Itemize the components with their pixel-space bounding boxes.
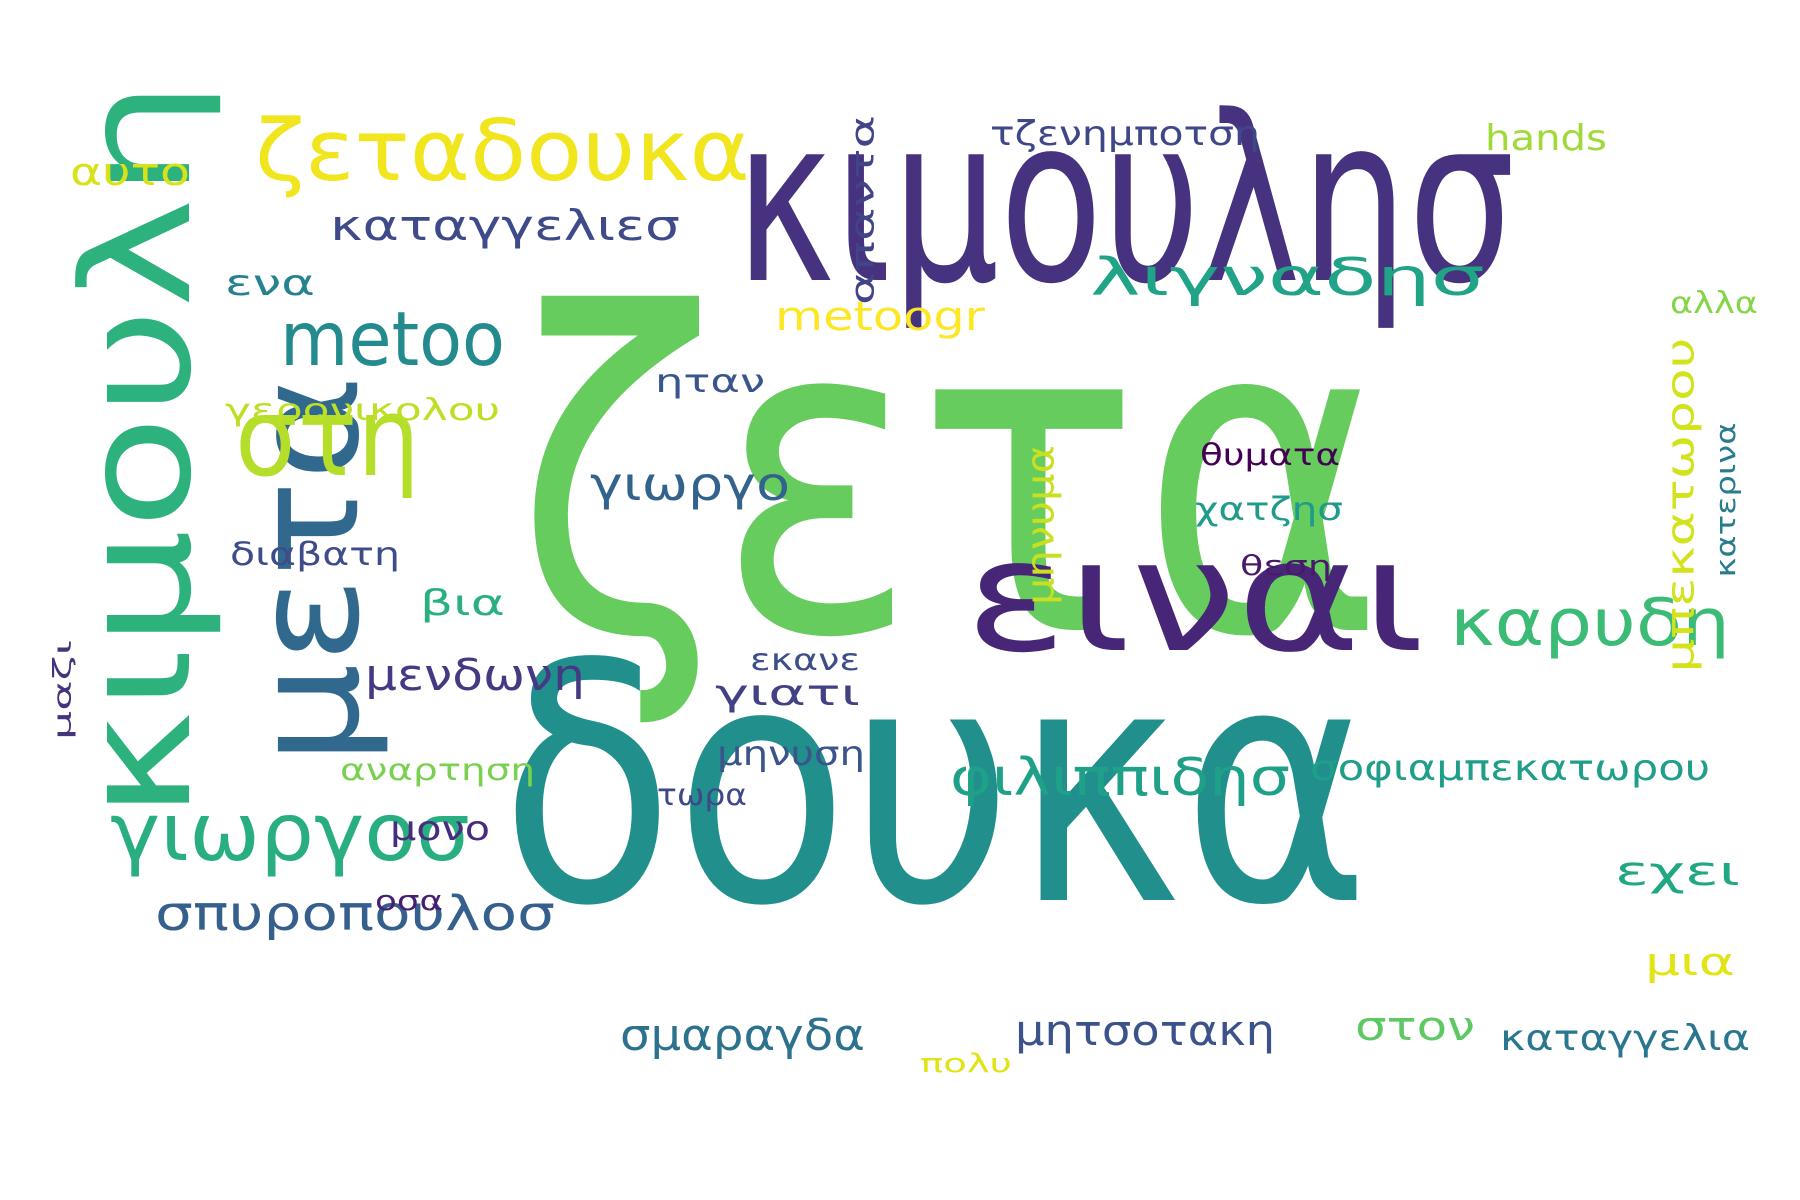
word-cloud-word: εχει	[1615, 849, 1740, 895]
word-cloud-word: ηταν	[655, 362, 765, 400]
word-cloud-word: μητσοτακη	[1015, 1006, 1275, 1055]
word-cloud-word: στη	[235, 373, 420, 501]
word-cloud-word: οσα	[375, 884, 443, 917]
word-cloud-word: δουκα	[500, 594, 1370, 978]
word-cloud-word: γιωργο	[590, 457, 790, 511]
word-cloud-word: μηνυση	[717, 734, 865, 774]
word-cloud-word: τζενημποτση	[990, 114, 1260, 154]
word-cloud-word: καταγγελιεσ	[330, 201, 680, 250]
word-cloud-word: ζεταδουκα	[255, 102, 750, 201]
word-cloud-word: γιατι	[715, 673, 860, 714]
word-cloud-word: καταγγελια	[1500, 1018, 1750, 1059]
word-cloud-word: κιμουλη	[51, 80, 225, 820]
word-cloud-word: σοφιαμπεκατωρου	[1310, 748, 1710, 789]
word-cloud-word: γιωργοσ	[110, 786, 470, 879]
word-cloud-word: metoo	[280, 295, 505, 383]
word-cloud-word: κατερινα	[1709, 423, 1742, 578]
word-cloud-word: εκανε	[750, 643, 860, 678]
word-cloud-word: βια	[420, 583, 505, 624]
word-cloud-word: θυματα	[1200, 438, 1340, 473]
word-cloud-word: μια	[1645, 940, 1735, 984]
word-cloud-word: χατζησ	[1195, 490, 1343, 528]
word-cloud-word: θεση	[1240, 549, 1332, 582]
word-cloud-word: μηνυμα	[1019, 445, 1063, 605]
word-cloud-word: καρυδη	[1450, 586, 1730, 661]
word-cloud-word: μπεκατωρου	[1659, 338, 1703, 673]
word-cloud-word: ειναι	[965, 506, 1425, 687]
word-cloud-word: μαζι	[49, 640, 77, 740]
word-cloud-word: μονο	[390, 809, 490, 849]
word-cloud-word: διαβατη	[230, 535, 400, 573]
word-cloud-word: λιγναδησ	[1090, 248, 1485, 308]
word-cloud-word: γερονικολου	[225, 393, 500, 428]
word-cloud-word: φιλιππιδησ	[950, 748, 1290, 808]
word-cloud-word: απαντα	[844, 115, 882, 305]
word-cloud-word: πολυ	[920, 1049, 1012, 1079]
word-cloud-word: τωρα	[657, 778, 747, 813]
word-cloud-word: μετα	[223, 375, 392, 765]
word-cloud-word: αλλα	[1670, 286, 1758, 321]
word-cloud-word: hands	[1485, 118, 1607, 159]
word-cloud-word: σμαραγδα	[620, 1010, 865, 1061]
word-cloud-word: σπυροπουλοσ	[155, 886, 555, 942]
word-cloud-word: ενα	[225, 263, 315, 304]
word-cloud-word: κιμουλησ	[735, 68, 1515, 335]
word-cloud-word: αυτο	[70, 150, 190, 194]
word-cloud-word: μενδωνη	[365, 650, 585, 701]
word-cloud-word: στον	[1355, 1004, 1475, 1050]
word-cloud-word: metoogr	[775, 294, 986, 340]
word-cloud-word: αναρτηση	[340, 753, 535, 788]
word-cloud-word: ζετα	[515, 222, 1385, 734]
